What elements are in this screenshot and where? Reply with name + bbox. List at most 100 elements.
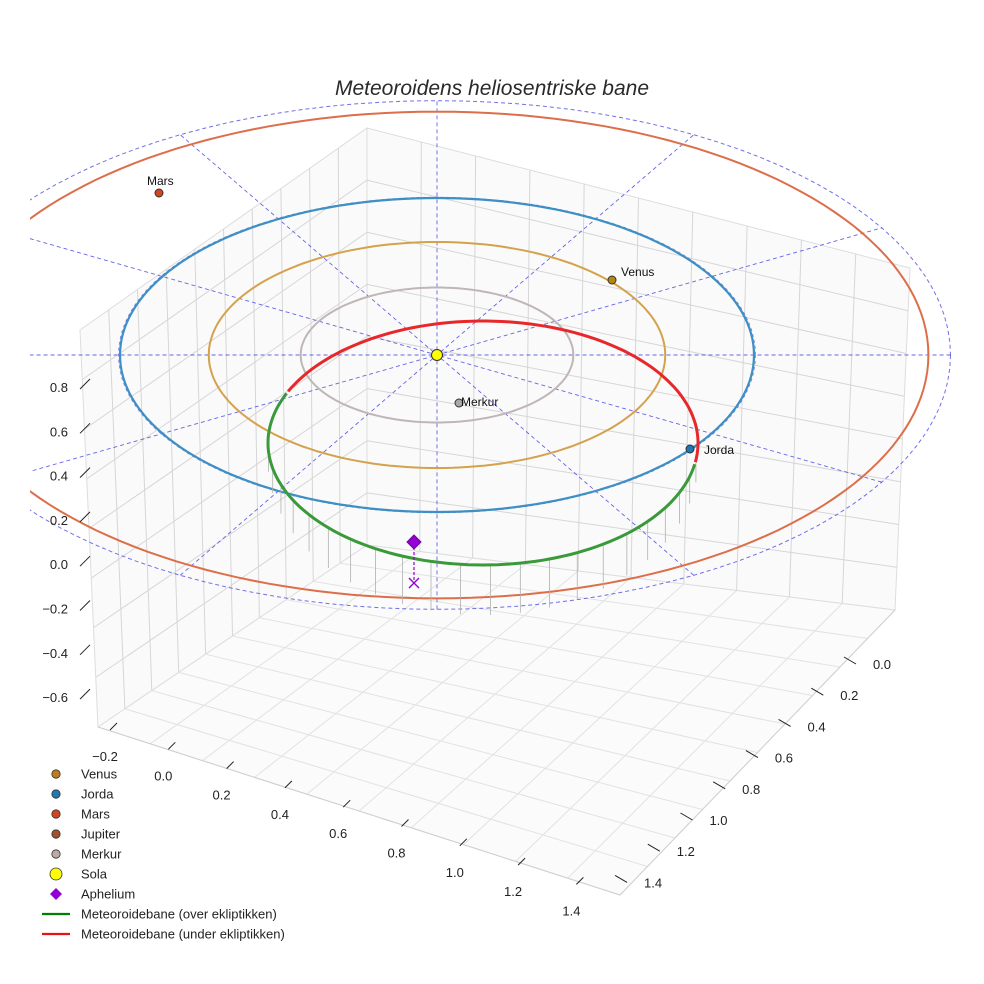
meteoroid-orbit-above [266, 392, 697, 567]
y-axis-line [619, 609, 896, 896]
legend-marker [49, 867, 63, 881]
axis-layer: 0.8 0.6 0.4 0.2 0.0 −0.2 −0.4 −0.6 −0.2 0.0 0.2 0.4… [42, 378, 896, 918]
grid-line [366, 336, 903, 440]
grid-line [259, 617, 786, 725]
grid-line [366, 231, 907, 354]
meteoroid-layer [266, 319, 700, 615]
y-tick-mark [778, 718, 791, 727]
z-tick-mark [79, 378, 91, 390]
z-tick-mark [79, 467, 91, 478]
z-tick-label: −0.4 [42, 646, 68, 661]
x-axis-line [97, 726, 621, 896]
z-tick-label: −0.6 [42, 690, 68, 705]
grid-line [81, 179, 368, 381]
legend-item: Meteoroidebane (under ekliptikken) [42, 927, 285, 942]
z-tick-label: 0.6 [50, 424, 68, 439]
legend-label: Jorda [81, 787, 114, 802]
x-tick-label: 0.8 [387, 846, 405, 861]
x-tick-label: 1.0 [446, 865, 464, 880]
body-label-mars: Mars [147, 174, 174, 188]
x-tick-label: 0.2 [213, 788, 231, 803]
legend: Venus Jorda Mars Jupiter Merkur Sola Aphelium M… [42, 767, 285, 942]
legend-label: Aphelium [81, 887, 135, 902]
legend-label: Sola [81, 867, 108, 882]
grid-line [313, 580, 841, 668]
grid-line [90, 388, 368, 579]
legend-label: Meteoroidebane (under ekliptikken) [81, 927, 285, 942]
orbit-venus [207, 241, 667, 469]
y-tick-mark [614, 874, 628, 883]
y-tick-label: 1.0 [709, 813, 727, 828]
ecliptic-outer-ring [30, 100, 951, 610]
x-tick-label: 0.4 [271, 807, 289, 822]
grid-line [88, 336, 368, 529]
orbit-merkur [299, 286, 575, 424]
body-label-venus: Venus [621, 265, 654, 279]
y-tick-mark [647, 843, 661, 852]
y-tick-label: 1.2 [677, 844, 695, 859]
y-tick-label: 0.2 [840, 688, 858, 703]
z-tick-mark [79, 422, 91, 434]
y-tick-label: 0.4 [808, 719, 826, 734]
x-tick-label: 0.6 [329, 826, 347, 841]
legend-item: Mars [51, 807, 110, 822]
x-tick-label: 1.4 [562, 903, 580, 918]
legend-item: Venus [51, 767, 118, 782]
grid-line [340, 562, 868, 639]
legend-marker [51, 769, 61, 779]
y-tick-label: 0.0 [873, 657, 891, 672]
z-tick-label: 0.4 [50, 469, 68, 484]
aphelium-marker [406, 534, 422, 550]
y-tick-label: 0.8 [742, 782, 760, 797]
body-label-jorda: Jorda [704, 443, 734, 457]
z-tick-mark [79, 555, 91, 567]
z-tick-label: −0.2 [42, 602, 68, 617]
y-tick-label: 1.4 [644, 875, 662, 890]
x-tick-mark [109, 722, 118, 731]
legend-item: Merkur [51, 847, 122, 862]
grid-line [93, 440, 368, 629]
x-tick-label: 0.0 [154, 768, 172, 783]
legend-marker [51, 849, 61, 859]
legend-label: Meteoroidebane (over ekliptikken) [81, 907, 277, 922]
legend-item: Jupiter [51, 827, 121, 842]
meteoroid-orbit-below [286, 319, 700, 463]
body-venus [607, 275, 617, 285]
aphelium-projection-cross [408, 577, 420, 589]
y-tick-mark [680, 812, 693, 821]
grid-line [366, 440, 899, 525]
legend-marker [51, 809, 61, 819]
legend-item: Meteoroidebane (over ekliptikken) [42, 907, 277, 922]
legend-label: Venus [81, 767, 118, 782]
grid-line [366, 283, 905, 397]
grid-line [410, 583, 685, 829]
grid-line [286, 599, 813, 696]
legend-item: Aphelium [50, 887, 135, 902]
body-mars [154, 188, 164, 198]
z-tick-mark [79, 644, 91, 656]
z-tick-mark [79, 511, 91, 523]
x-tick-mark [167, 741, 176, 750]
x-tick-label: 1.2 [504, 884, 522, 899]
pane-walls [79, 127, 911, 896]
z-tick-mark [79, 600, 91, 611]
body-jorda [685, 444, 695, 454]
legend-marker [50, 888, 62, 900]
z-tick-label: 0.8 [50, 380, 68, 395]
x-tick-label: −0.2 [92, 749, 118, 764]
y-tick-label: 0.6 [775, 751, 793, 766]
z-tick-label: 0.2 [50, 513, 68, 528]
grid-line [463, 590, 737, 845]
grid-line [358, 577, 632, 812]
x-tick-mark [576, 877, 584, 885]
legend-marker [51, 829, 61, 839]
z-tick-label: 0.0 [50, 557, 68, 572]
z-tick-mark [79, 688, 91, 700]
grid-line [567, 603, 843, 879]
grid-line [366, 179, 909, 312]
x-tick-mark [342, 799, 351, 808]
legend-marker [51, 789, 61, 799]
orbit-mars [30, 110, 930, 600]
chart-title: Meteoroidens heliosentriske bane [335, 77, 649, 100]
